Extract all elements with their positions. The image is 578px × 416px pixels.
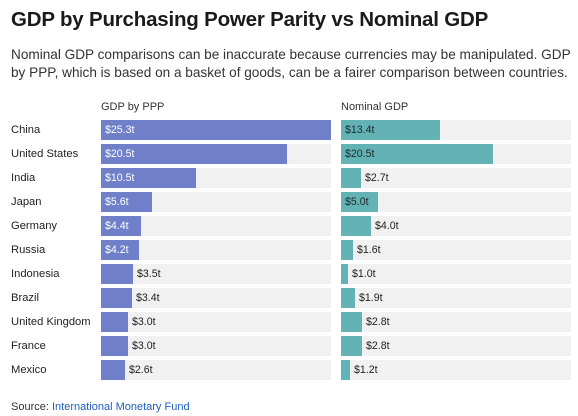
country-label: France (11, 340, 46, 352)
ppp-value-label: $3.0t (132, 340, 156, 352)
ppp-value-label: $2.6t (129, 364, 153, 376)
nom-bar (341, 264, 348, 284)
nom-bar-track: $20.5t (341, 144, 571, 164)
ppp-value-label: $25.3t (105, 124, 135, 136)
ppp-bar (101, 360, 125, 380)
nom-bar (341, 216, 371, 236)
nom-bar (341, 336, 362, 356)
ppp-value-label: $4.4t (105, 220, 129, 232)
ppp-bar-track: $4.4t (101, 216, 331, 236)
country-label: Indonesia (11, 268, 60, 280)
ppp-bar (101, 288, 132, 308)
ppp-bar (101, 312, 128, 332)
country-label: United Kingdom (11, 316, 91, 328)
chart-subtitle: Nominal GDP comparisons can be inaccurat… (11, 47, 571, 80)
chart-row: Russia $4.2t $1.6t (0, 238, 578, 262)
nom-bar (341, 240, 353, 260)
country-label: Mexico (11, 364, 47, 376)
ppp-bar-track: $3.0t (101, 312, 331, 332)
nom-value-label: $20.5t (345, 148, 375, 160)
ppp-bar-track: $5.6t (101, 192, 331, 212)
ppp-bar-track: $3.5t (101, 264, 331, 284)
source-note: Source: International Monetary Fund (11, 401, 190, 413)
nom-bar-track: $2.7t (341, 168, 571, 188)
chart-row: India $10.5t $2.7t (0, 166, 578, 190)
ppp-bar (101, 240, 139, 260)
chart-row: United Kingdom $3.0t $2.8t (0, 310, 578, 334)
nom-value-label: $4.0t (375, 220, 399, 232)
chart-row: China $25.3t $13.4t (0, 118, 578, 142)
nom-value-label: $2.8t (366, 316, 390, 328)
chart-row: Mexico $2.6t $1.2t (0, 358, 578, 382)
nom-bar (341, 360, 350, 380)
nom-bar-track: $13.4t (341, 120, 571, 140)
ppp-bar (101, 336, 128, 356)
chart-row: Japan $5.6t $5.0t (0, 190, 578, 214)
chart-row: Germany $4.4t $4.0t (0, 214, 578, 238)
ppp-bar (101, 144, 287, 164)
nom-bar (341, 144, 493, 164)
nom-value-label: $1.6t (357, 244, 381, 256)
chart-row: France $3.0t $2.8t (0, 334, 578, 358)
country-label: Germany (11, 220, 58, 232)
nom-value-label: $13.4t (345, 124, 375, 136)
nom-bar-track: $2.8t (341, 336, 571, 356)
ppp-value-label: $3.0t (132, 316, 156, 328)
ppp-bar-track: $4.2t (101, 240, 331, 260)
country-label: India (11, 172, 36, 184)
ppp-bar (101, 192, 152, 212)
nom-bar-track: $1.0t (341, 264, 571, 284)
nom-value-label: $2.7t (365, 172, 389, 184)
chart-row: Brazil $3.4t $1.9t (0, 286, 578, 310)
nom-value-label: $1.2t (354, 364, 378, 376)
nom-bar (341, 192, 378, 212)
ppp-bar-track: $3.4t (101, 288, 331, 308)
ppp-bar (101, 168, 196, 188)
ppp-value-label: $10.5t (105, 172, 135, 184)
nom-value-label: $1.9t (359, 292, 383, 304)
nom-value-label: $1.0t (352, 268, 376, 280)
nominal-column-header: Nominal GDP (341, 101, 409, 113)
nom-bar-track: $1.2t (341, 360, 571, 380)
nom-value-label: $5.0t (345, 196, 369, 208)
nom-bar (341, 288, 355, 308)
nom-value-label: $2.8t (366, 340, 390, 352)
ppp-column-header: GDP by PPP (101, 101, 165, 113)
nom-bar-track: $2.8t (341, 312, 571, 332)
ppp-bar (101, 264, 133, 284)
country-label: Russia (11, 244, 46, 256)
country-label: Brazil (11, 292, 39, 304)
nom-bar (341, 312, 362, 332)
ppp-bar-track: $20.5t (101, 144, 331, 164)
nom-bar-track: $4.0t (341, 216, 571, 236)
ppp-value-label: $3.4t (136, 292, 160, 304)
chart-rows: China $25.3t $13.4t United States $20.5t $20.… (0, 118, 578, 382)
source-link[interactable]: International Monetary Fund (51, 401, 190, 413)
nom-bar (341, 120, 440, 140)
ppp-bar (101, 216, 141, 236)
nom-bar-track: $5.0t (341, 192, 571, 212)
ppp-bar-track: $2.6t (101, 360, 331, 380)
chart-row: United States $20.5t $20.5t (0, 142, 578, 166)
chart-row: Indonesia $3.5t $1.0t (0, 262, 578, 286)
ppp-bar-track: $10.5t (101, 168, 331, 188)
ppp-value-label: $5.6t (105, 196, 129, 208)
country-label: Japan (11, 196, 42, 208)
nom-bar-track: $1.9t (341, 288, 571, 308)
country-label: China (11, 124, 41, 136)
ppp-bar-track: $25.3t (101, 120, 331, 140)
ppp-value-label: $4.2t (105, 244, 129, 256)
ppp-value-label: $20.5t (105, 148, 135, 160)
source-label: Source: (11, 401, 49, 413)
nom-bar (341, 168, 361, 188)
chart-title: GDP by Purchasing Power Parity vs Nomina… (11, 8, 489, 31)
country-label: United States (11, 148, 79, 160)
ppp-bar (101, 120, 331, 140)
ppp-value-label: $3.5t (137, 268, 161, 280)
ppp-bar-track: $3.0t (101, 336, 331, 356)
nom-bar-track: $1.6t (341, 240, 571, 260)
